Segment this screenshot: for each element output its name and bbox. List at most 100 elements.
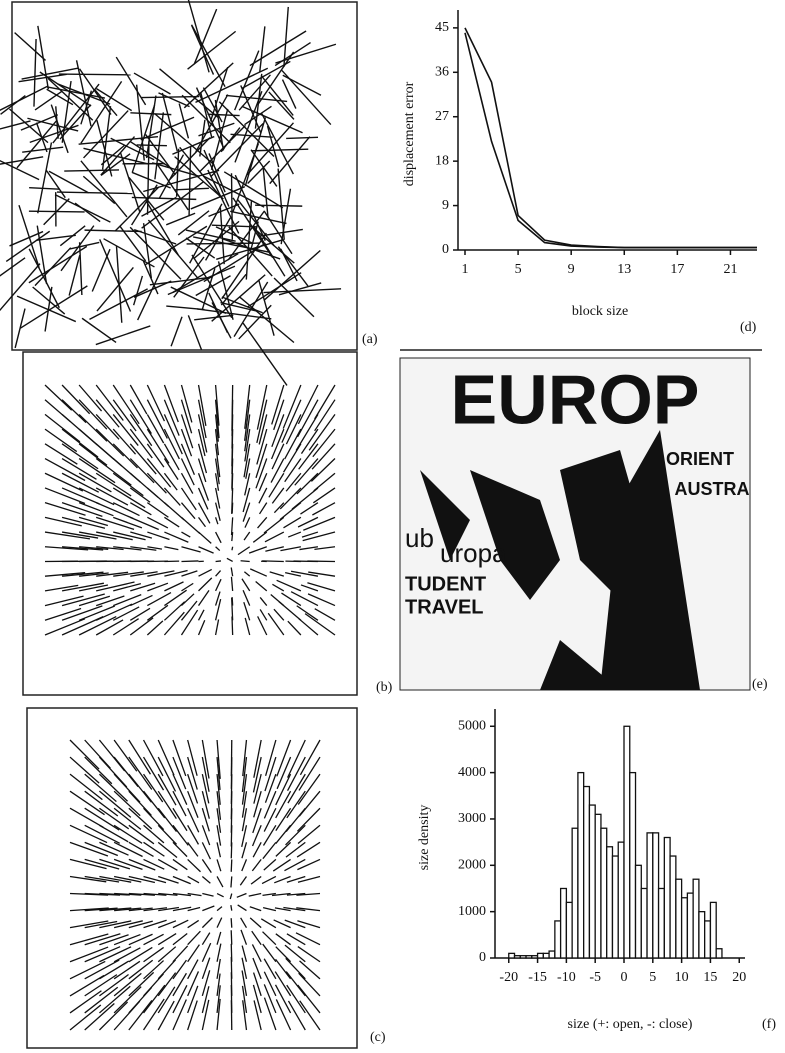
bar [634, 864, 642, 959]
vector [241, 791, 248, 818]
vector [172, 906, 192, 912]
vector [230, 876, 233, 888]
vector [69, 990, 102, 1014]
vector [284, 858, 306, 872]
vector [240, 917, 248, 928]
vector [214, 99, 225, 151]
vector [128, 824, 155, 845]
vector [285, 971, 306, 997]
vector [78, 443, 108, 466]
vector [50, 104, 69, 154]
vector [164, 569, 188, 577]
vector [0, 257, 26, 277]
vector [226, 557, 233, 563]
vector [114, 907, 142, 912]
vector [128, 773, 152, 803]
vector [249, 568, 268, 577]
vector [247, 160, 271, 184]
vector [297, 399, 319, 438]
vector [78, 399, 108, 430]
vector [201, 917, 213, 929]
vector [129, 502, 152, 516]
image-text: EUROP [451, 360, 700, 438]
vector [61, 516, 106, 529]
vector [172, 824, 189, 846]
vector [197, 399, 207, 439]
vector [113, 841, 143, 858]
vector [259, 597, 268, 606]
vector [307, 593, 336, 607]
vector [258, 414, 268, 445]
x-tick-label: 9 [568, 262, 575, 277]
vector [251, 148, 309, 152]
vector [241, 985, 248, 1014]
vector [95, 502, 134, 520]
vector [272, 858, 291, 872]
vector [58, 73, 131, 76]
vector [207, 113, 240, 117]
vector [231, 616, 234, 636]
vector [128, 999, 153, 1031]
vector [201, 970, 211, 997]
vector [112, 399, 137, 432]
vector [146, 443, 165, 468]
vector [143, 960, 165, 980]
vector [286, 756, 306, 792]
vector [112, 487, 146, 509]
vector [240, 929, 248, 945]
vector [180, 428, 193, 457]
vector [175, 148, 180, 197]
vector [113, 986, 142, 1014]
vector [61, 399, 87, 424]
vector [196, 308, 272, 320]
vector [257, 51, 295, 105]
vector [95, 428, 125, 457]
vector [133, 72, 171, 95]
vector [112, 618, 139, 636]
vector [163, 472, 178, 491]
vector [255, 581, 268, 592]
vector [172, 253, 239, 293]
vector [163, 487, 181, 506]
vector [295, 932, 321, 946]
vector [112, 443, 138, 469]
vector [280, 188, 292, 245]
vector [112, 594, 142, 607]
vector [197, 414, 208, 453]
vector [216, 739, 221, 779]
vector [214, 591, 221, 606]
vector [69, 875, 107, 883]
vector [78, 487, 115, 506]
vector [207, 169, 240, 234]
vector [287, 739, 306, 778]
vector [113, 960, 141, 980]
vector [181, 546, 201, 553]
vector [286, 984, 306, 1014]
vector [229, 893, 233, 900]
vector [238, 304, 272, 340]
vector [172, 919, 189, 929]
vector [96, 531, 133, 541]
vector [241, 774, 248, 805]
vector [98, 773, 128, 802]
bar [669, 855, 677, 959]
vector [296, 907, 321, 912]
vector [285, 824, 306, 846]
vector [44, 457, 86, 482]
bar [513, 955, 521, 959]
vector [48, 170, 89, 194]
vector [61, 428, 99, 458]
bar [663, 836, 671, 959]
vector [95, 603, 133, 621]
bar [704, 920, 712, 959]
image-text: uropa [440, 538, 507, 568]
vector [172, 875, 191, 885]
vector [215, 546, 221, 552]
vector [244, 617, 251, 636]
vector [62, 546, 104, 551]
vector [263, 790, 277, 819]
vector [146, 620, 164, 636]
vector [84, 907, 118, 912]
vector [281, 592, 302, 607]
vector [195, 87, 225, 150]
